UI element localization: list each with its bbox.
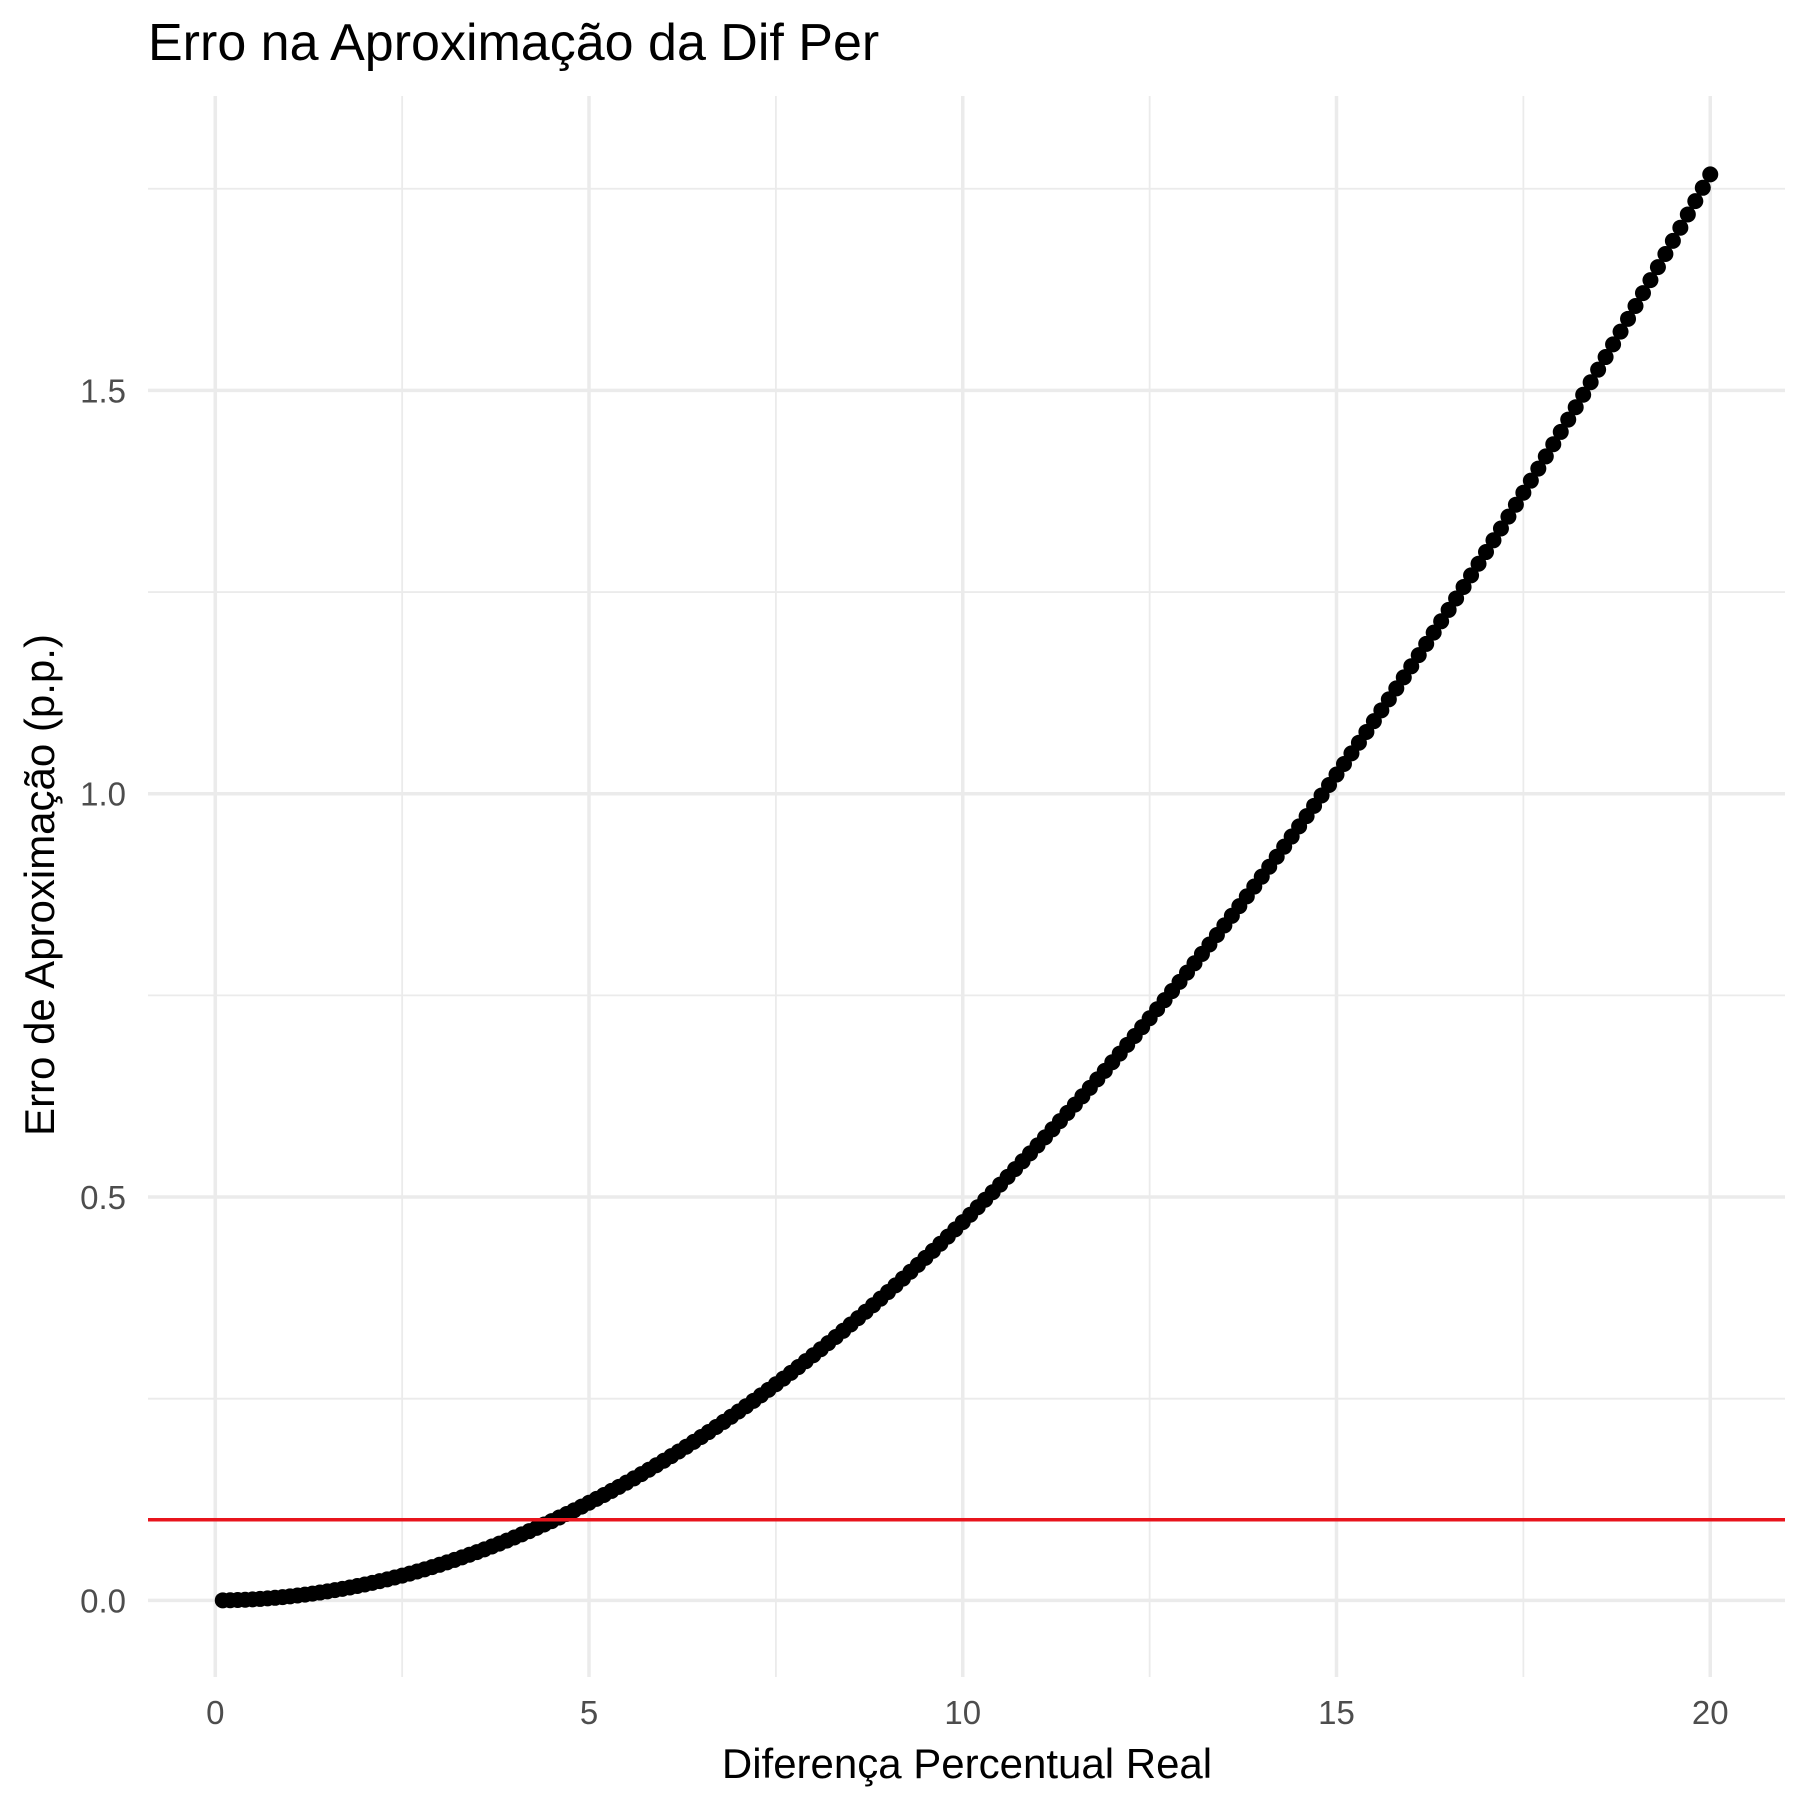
data-point (1440, 601, 1457, 618)
chart-title: Erro na Aproximação da Dif Per (148, 14, 879, 72)
data-point (1545, 436, 1562, 453)
data-point (1605, 336, 1622, 353)
y-tick-label: 1.5 (80, 372, 126, 409)
x-tick-label: 15 (1318, 1694, 1355, 1731)
data-point (1500, 508, 1517, 525)
data-point (1552, 423, 1569, 440)
data-point (1634, 285, 1651, 302)
data-point (1522, 472, 1539, 489)
data-point (1612, 323, 1629, 340)
data-point (1597, 349, 1614, 366)
data-point (1492, 520, 1509, 537)
data-point (1575, 386, 1592, 403)
data-point (1507, 496, 1524, 513)
data-point (1627, 297, 1644, 314)
data-point (1530, 460, 1547, 477)
data-point (1672, 219, 1689, 236)
data-point (1620, 310, 1637, 327)
data-point (1567, 399, 1584, 416)
y-tick-label: 0.0 (80, 1582, 126, 1619)
y-tick-label: 1.0 (80, 776, 126, 813)
data-point (1664, 232, 1681, 249)
x-tick-label: 0 (206, 1694, 224, 1731)
data-point (1582, 374, 1599, 391)
x-tick-label: 5 (580, 1694, 598, 1731)
data-point (1410, 647, 1427, 664)
minor-gridlines (148, 96, 1785, 1677)
data-point (1590, 361, 1607, 378)
data-point (1478, 544, 1495, 561)
y-axis-title: Erro de Aproximação (p.p.) (16, 634, 63, 1136)
data-point (1455, 578, 1472, 595)
data-point (1418, 635, 1435, 652)
x-tick-label: 10 (944, 1694, 981, 1731)
data-point (1470, 555, 1487, 572)
data-point (1515, 484, 1532, 501)
data-point (1463, 567, 1480, 584)
data-point (1657, 246, 1674, 263)
y-tick-label: 0.5 (80, 1179, 126, 1216)
data-point (1485, 532, 1502, 549)
data-point (1560, 411, 1577, 428)
data-point (1694, 179, 1711, 196)
x-axis-title: Diferença Percentual Real (722, 1740, 1212, 1787)
data-point (1679, 206, 1696, 223)
data-point (1649, 259, 1666, 276)
data-point (1642, 272, 1659, 289)
x-tick-label: 20 (1692, 1694, 1729, 1731)
data-point (1425, 624, 1442, 641)
data-points (214, 166, 1719, 1609)
major-gridlines (148, 96, 1785, 1677)
data-point (1433, 613, 1450, 630)
x-axis-tick-labels: 0 5 10 15 20 (206, 1694, 1729, 1731)
data-point (1537, 448, 1554, 465)
data-point (1702, 166, 1719, 183)
data-point (1687, 193, 1704, 210)
data-point (1448, 590, 1465, 607)
y-axis-tick-labels: 0.0 0.5 1.0 1.5 (80, 372, 126, 1619)
